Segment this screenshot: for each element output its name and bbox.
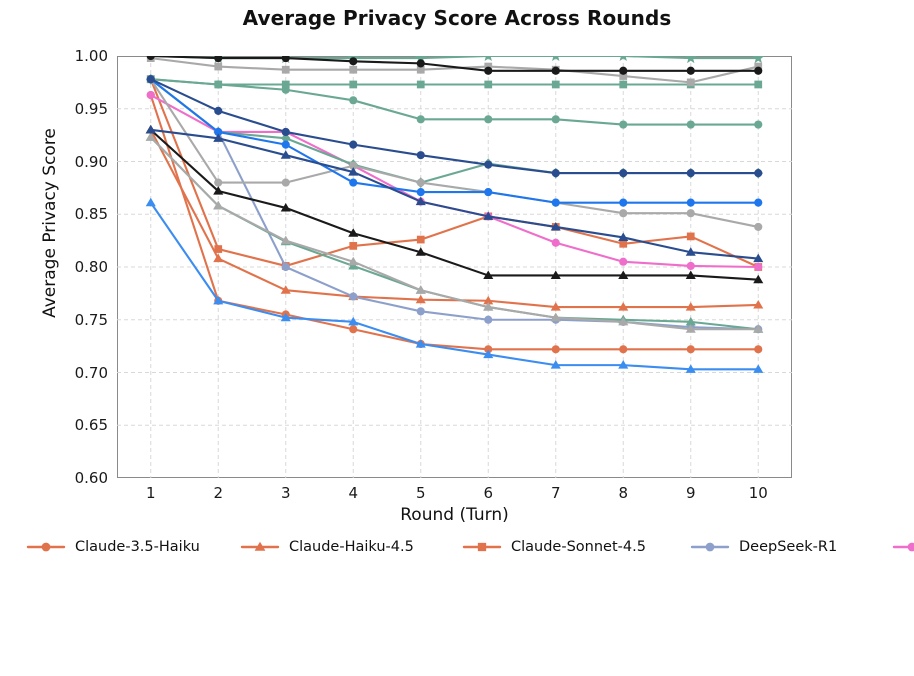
x-axis-title: Round (Turn) [400, 505, 509, 525]
legend-item[interactable]: GLM-4.5-Air [892, 534, 914, 559]
legend-marker-icon [892, 538, 914, 556]
series-deepseek-r1 [146, 75, 763, 334]
x-tick-label: 1 [145, 484, 156, 502]
legend-label: DeepSeek-R1 [739, 538, 838, 555]
legend-item[interactable]: Claude-Sonnet-4.5 [462, 534, 690, 559]
x-tick-label: 9 [685, 484, 696, 502]
legend-marker-icon [462, 538, 502, 556]
series-gemini-2.5-flash [146, 75, 763, 231]
x-tick-label: 6 [483, 484, 494, 502]
chart-canvas [117, 56, 792, 478]
x-axis-tick-labels: 1 2 3 4 5 6 7 8 9 10 [117, 484, 792, 506]
legend-item[interactable]: DeepSeek-R1 [690, 534, 892, 559]
series-qwen3-30b [146, 75, 763, 178]
legend-marker-icon [26, 538, 66, 556]
y-tick-label: 0.75 [74, 310, 108, 329]
y-axis-tick-labels: 0.60 0.65 0.70 0.75 0.80 0.85 0.90 0.95 1.00 [40, 47, 108, 487]
y-tick-label: 0.70 [74, 363, 108, 382]
legend-label: Claude-Haiku-4.5 [289, 538, 414, 555]
series-qwen3-4b-it [145, 124, 764, 263]
legend-item[interactable]: Claude-Haiku-4.5 [240, 534, 462, 559]
x-tick-label: 3 [280, 484, 291, 502]
x-tick-label: 4 [348, 484, 359, 502]
series-gemini-3-flash [145, 132, 764, 333]
legend-label: Claude-Sonnet-4.5 [511, 538, 646, 555]
y-tick-label: 0.65 [74, 416, 108, 435]
y-tick-label: 1.00 [74, 47, 108, 65]
series-claude-haiku-4.5 [145, 124, 764, 311]
chart-legend: Claude-3.5-Haiku Claude-Haiku-4.5 Claude-S… [26, 534, 914, 666]
y-tick-label: 0.80 [74, 258, 108, 276]
series-grok-3-mini [146, 56, 763, 75]
y-tick-label: 0.85 [74, 205, 108, 224]
series-llama-3-8b [145, 197, 764, 373]
x-tick-label: 8 [618, 484, 629, 502]
y-tick-label: 0.95 [74, 99, 108, 118]
x-tick-label: 7 [550, 484, 561, 502]
x-tick-label: 10 [748, 484, 768, 502]
page-title: Average Privacy Score Across Rounds [242, 6, 672, 30]
series-grok-4.1-fast [145, 124, 764, 284]
y-tick-label: 0.90 [74, 152, 108, 171]
legend-item[interactable]: Claude-3.5-Haiku [26, 534, 240, 559]
legend-marker-icon [690, 538, 730, 556]
y-axis-title: Average Privacy Score [40, 128, 60, 318]
plot-area [117, 56, 792, 478]
series-claude-3.5-haiku [146, 90, 763, 354]
legend-label: Claude-3.5-Haiku [75, 538, 200, 555]
series-gpt-5-nano [145, 132, 764, 333]
legend-marker-icon [240, 538, 280, 556]
y-tick-label: 0.60 [74, 469, 108, 487]
x-tick-label: 5 [415, 484, 426, 502]
x-tick-label: 2 [213, 484, 224, 502]
series-gpt-4o-mini [146, 75, 763, 129]
